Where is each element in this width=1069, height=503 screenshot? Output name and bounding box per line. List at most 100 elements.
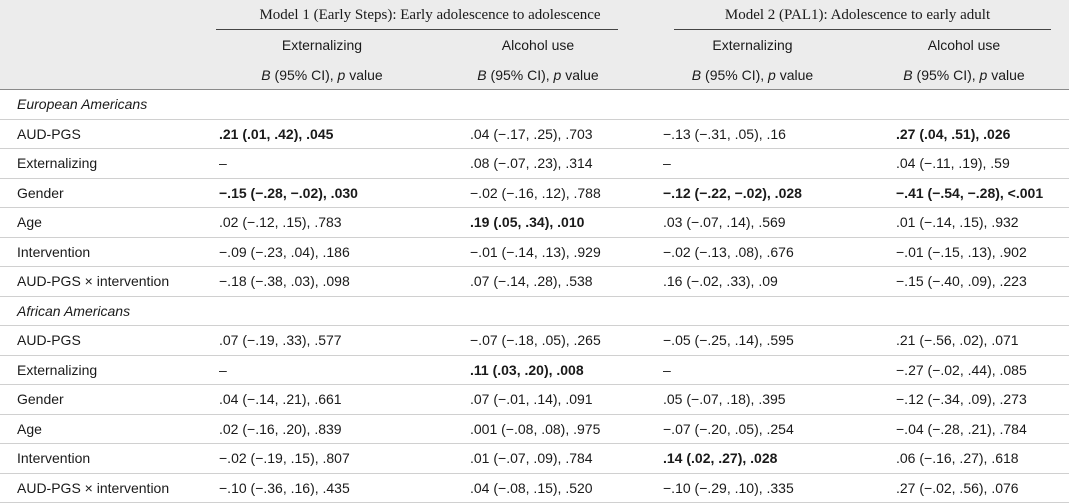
ci-header: B (95% CI), p value — [646, 60, 859, 90]
estimate-cell: .01 (−.14, .15), .932 — [859, 207, 1069, 238]
estimate-cell: .03 (−.07, .14), .569 — [646, 207, 859, 238]
table-row: Age .02 (−.12, .15), .783 .19 (.05, .34), … — [0, 207, 1069, 238]
table-row: AUD-PGS × intervention −.10 (−.36, .16), … — [0, 473, 1069, 503]
corner-cell — [0, 30, 214, 60]
estimate-cell: .14 (.02, .27), .028 — [646, 443, 859, 474]
estimate-value: .07 (−.14, .28), .538 — [470, 273, 593, 290]
estimate-cell: −.05 (−.25, .14), .595 — [646, 325, 859, 356]
estimate-value: .19 (.05, .34), .010 — [470, 214, 585, 231]
estimate-value: – — [219, 155, 227, 172]
estimate-cell: .21 (−.56, .02), .071 — [859, 325, 1069, 356]
estimate-cell: −.13 (−.31, .05), .16 — [646, 119, 859, 149]
estimate-cell: .27 (.04, .51), .026 — [859, 119, 1069, 149]
estimate-cell: .16 (−.02, .33), .09 — [646, 266, 859, 297]
row-label: Externalizing — [0, 355, 214, 385]
table-row: Externalizing – .08 (−.07, .23), .314– .04 … — [0, 148, 1069, 179]
table-row: AUD-PGS .21 (.01, .42), .045 .04 (−.17, .2… — [0, 119, 1069, 149]
estimate-cell: .01 (−.07, .09), .784 — [430, 443, 646, 474]
estimate-value: −.01 (−.15, .13), .902 — [896, 243, 1027, 260]
estimate-value: – — [219, 361, 227, 378]
estimate-value: .11 (.03, .20), .008 — [470, 361, 584, 378]
estimate-value: −.18 (−.38, .03), .098 — [219, 273, 350, 290]
estimate-value: – — [663, 155, 671, 172]
estimate-value: −.05 (−.25, .14), .595 — [663, 332, 794, 349]
estimate-cell: .07 (−.19, .33), .577 — [214, 325, 430, 356]
table-row: Intervention −.02 (−.19, .15), .807 .01 (−… — [0, 443, 1069, 474]
estimate-value: .27 (−.02, .56), .076 — [896, 479, 1019, 496]
estimate-cell: −.10 (−.29, .10), .335 — [646, 473, 859, 503]
estimate-value: .001 (−.08, .08), .975 — [470, 420, 601, 437]
estimate-value: .06 (−.16, .27), .618 — [896, 450, 1019, 467]
row-label: AUD-PGS — [0, 119, 214, 149]
estimate-cell: −.02 (−.13, .08), .676 — [646, 237, 859, 267]
estimate-cell: −.04 (−.28, .21), .784 — [859, 414, 1069, 444]
estimate-cell: −.12 (−.22, −.02), .028 — [646, 178, 859, 208]
subhead-m2-alcohol: Alcohol use — [859, 30, 1069, 60]
estimate-value: .27 (.04, .51), .026 — [896, 125, 1011, 142]
model2-header: Model 2 (PAL1): Adolescence to early adu… — [646, 0, 1069, 30]
estimate-value: .04 (−.11, .19), .59 — [896, 155, 1010, 172]
estimate-cell: .001 (−.08, .08), .975 — [430, 414, 646, 444]
corner-cell — [0, 60, 214, 90]
estimate-value: −.02 (−.16, .12), .788 — [470, 184, 601, 201]
estimate-value: .05 (−.07, .18), .395 — [663, 391, 786, 408]
row-label: Externalizing — [0, 148, 214, 179]
table-row: Age .02 (−.16, .20), .839 .001 (−.08, .08)… — [0, 414, 1069, 444]
subhead-m1-alcohol: Alcohol use — [430, 30, 646, 60]
estimate-cell: .04 (−.14, .21), .661 — [214, 384, 430, 415]
estimate-cell: – — [646, 148, 859, 179]
estimate-cell: −.01 (−.14, .13), .929 — [430, 237, 646, 267]
section-row: European Americans — [0, 89, 1069, 120]
estimate-value: −.27 (−.02, .44), .085 — [896, 361, 1027, 378]
table-body: European Americans AUD-PGS .21 (.01, .42),… — [0, 89, 1069, 503]
estimate-cell: −.15 (−.40, .09), .223 — [859, 266, 1069, 297]
estimate-value: .08 (−.07, .23), .314 — [470, 155, 593, 172]
estimate-cell: −.15 (−.28, −.02), .030 — [214, 178, 430, 208]
estimate-cell: −.07 (−.20, .05), .254 — [646, 414, 859, 444]
estimate-value: .03 (−.07, .14), .569 — [663, 214, 786, 231]
estimate-value: .04 (−.08, .15), .520 — [470, 479, 593, 496]
estimate-value: .14 (.02, .27), .028 — [663, 450, 778, 467]
estimate-value: −.13 (−.31, .05), .16 — [663, 125, 786, 142]
model1-header: Model 1 (Early Steps): Early adolescence… — [214, 0, 646, 30]
estimate-cell: −.01 (−.15, .13), .902 — [859, 237, 1069, 267]
estimate-cell: .19 (.05, .34), .010 — [430, 207, 646, 238]
estimate-cell: .07 (−.14, .28), .538 — [430, 266, 646, 297]
table-header: Model 1 (Early Steps): Early adolescence… — [0, 0, 1069, 90]
estimate-value: −.15 (−.28, −.02), .030 — [219, 184, 358, 201]
estimate-value: .07 (−.19, .33), .577 — [219, 332, 342, 349]
estimate-cell: −.27 (−.02, .44), .085 — [859, 355, 1069, 385]
estimate-value: −.07 (−.18, .05), .265 — [470, 332, 601, 349]
subhead-m1-externalizing: Externalizing — [214, 30, 430, 60]
estimate-cell: .02 (−.16, .20), .839 — [214, 414, 430, 444]
estimate-cell: .11 (.03, .20), .008 — [430, 355, 646, 385]
estimate-value: −.12 (−.34, .09), .273 — [896, 391, 1027, 408]
estimate-cell: .07 (−.01, .14), .091 — [430, 384, 646, 415]
estimate-cell: −.18 (−.38, .03), .098 — [214, 266, 430, 297]
ci-header: B (95% CI), p value — [214, 60, 430, 90]
table-row: AUD-PGS .07 (−.19, .33), .577 −.07 (−.18, … — [0, 325, 1069, 356]
model1-underline — [216, 29, 618, 30]
estimate-cell: −.02 (−.19, .15), .807 — [214, 443, 430, 474]
table-row: Gender −.15 (−.28, −.02), .030 −.02 (−.16,… — [0, 178, 1069, 208]
estimate-cell: −.12 (−.34, .09), .273 — [859, 384, 1069, 415]
estimate-cell: .06 (−.16, .27), .618 — [859, 443, 1069, 474]
estimate-cell: .02 (−.12, .15), .783 — [214, 207, 430, 238]
row-label: AUD-PGS — [0, 325, 214, 356]
estimate-value: .01 (−.14, .15), .932 — [896, 214, 1019, 231]
estimate-value: .04 (−.17, .25), .703 — [470, 125, 593, 142]
estimate-value: −.01 (−.14, .13), .929 — [470, 243, 601, 260]
estimate-cell: .04 (−.08, .15), .520 — [430, 473, 646, 503]
estimate-value: −.02 (−.13, .08), .676 — [663, 243, 794, 260]
estimate-cell: – — [214, 148, 430, 179]
ci-header: B (95% CI), p value — [859, 60, 1069, 90]
row-label: Gender — [0, 178, 214, 208]
estimate-cell: −.07 (−.18, .05), .265 — [430, 325, 646, 356]
estimate-value: −.12 (−.22, −.02), .028 — [663, 184, 802, 201]
estimate-cell: .04 (−.17, .25), .703 — [430, 119, 646, 149]
estimate-value: – — [663, 361, 671, 378]
estimate-value: .21 (.01, .42), .045 — [219, 125, 334, 142]
estimate-cell: .08 (−.07, .23), .314 — [430, 148, 646, 179]
estimate-cell: .21 (.01, .42), .045 — [214, 119, 430, 149]
